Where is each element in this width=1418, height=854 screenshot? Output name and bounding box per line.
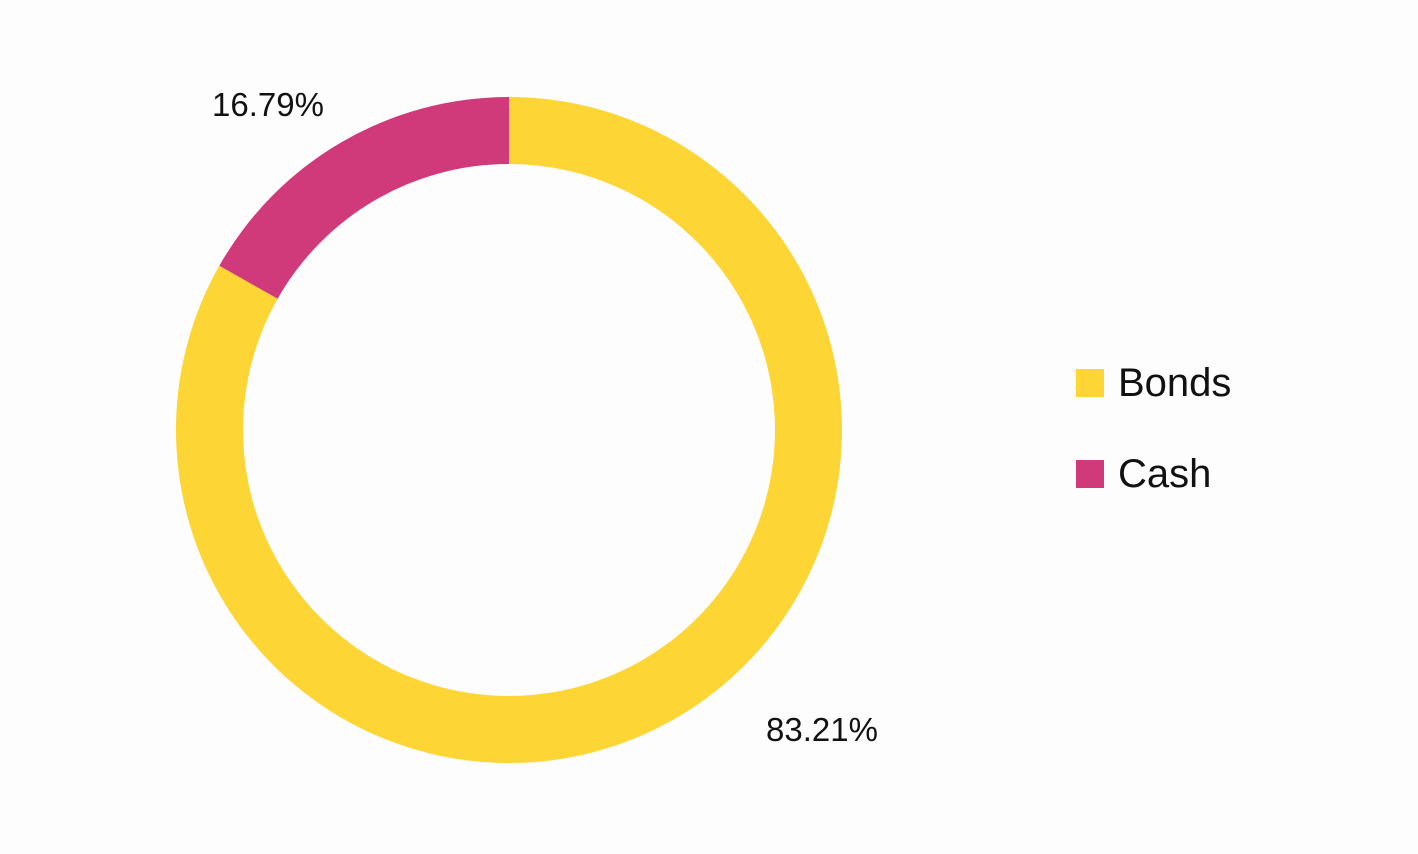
donut-slice-cash (219, 96, 509, 299)
legend-item-bonds: Bonds (1076, 358, 1231, 408)
slice-label-bonds: 83.21% (766, 711, 878, 748)
slice-labels: 83.21% 16.79% (212, 86, 878, 748)
legend-swatch-bonds (1076, 369, 1104, 397)
slice-label-cash: 16.79% (212, 86, 324, 123)
legend-label-cash: Cash (1118, 452, 1212, 496)
legend-label-bonds: Bonds (1118, 361, 1232, 405)
legend: Bonds Cash (1076, 358, 1231, 540)
legend-swatch-cash (1076, 460, 1104, 488)
legend-item-cash: Cash (1076, 449, 1231, 499)
donut-slices (175, 96, 842, 763)
